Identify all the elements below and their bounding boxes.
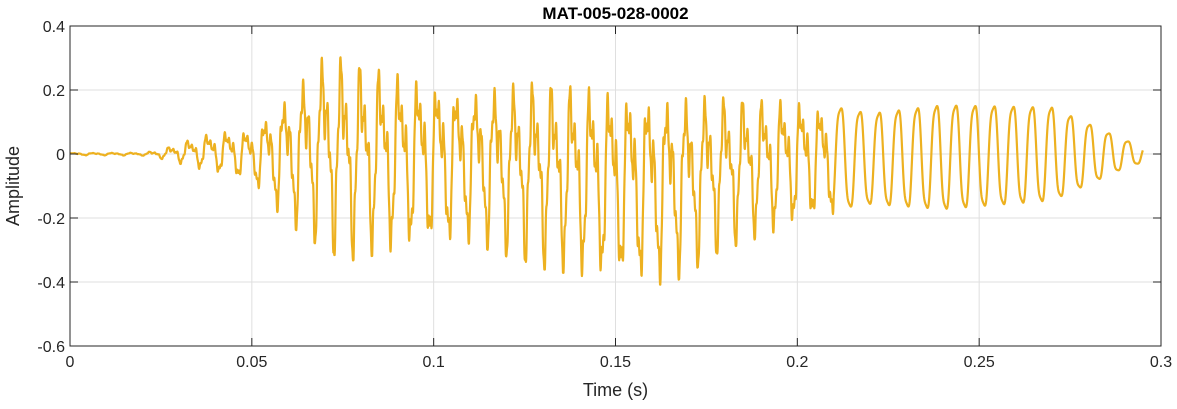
y-tick-label: -0.6 xyxy=(37,339,65,356)
waveform-series-line xyxy=(69,56,1144,286)
x-tick-labels: 0 0.05 0.1 0.15 0.2 0.25 0.3 xyxy=(66,354,1173,371)
tick-marks xyxy=(69,25,1162,347)
y-tick-label: 0 xyxy=(56,147,65,164)
x-tick-label: 0.15 xyxy=(600,354,631,371)
chart-title: MAT-005-028-0002 xyxy=(542,4,688,23)
y-tick-label: 0.2 xyxy=(43,83,65,100)
x-tick-label: 0.2 xyxy=(786,354,808,371)
y-tick-label: 0.4 xyxy=(43,19,65,36)
x-tick-label: 0.25 xyxy=(964,354,995,371)
y-tick-label: -0.4 xyxy=(37,275,65,292)
x-tick-label: 0.1 xyxy=(423,354,445,371)
x-tick-label: 0 xyxy=(66,354,75,371)
x-axis-label: Time (s) xyxy=(583,380,648,400)
series-layer xyxy=(69,56,1144,286)
x-tick-label: 0.05 xyxy=(236,354,267,371)
y-tick-labels: -0.6 -0.4 -0.2 0 0.2 0.4 xyxy=(37,19,65,356)
y-tick-label: -0.2 xyxy=(37,211,65,228)
x-tick-label: 0.3 xyxy=(1150,354,1172,371)
y-axis-label: Amplitude xyxy=(3,146,23,226)
